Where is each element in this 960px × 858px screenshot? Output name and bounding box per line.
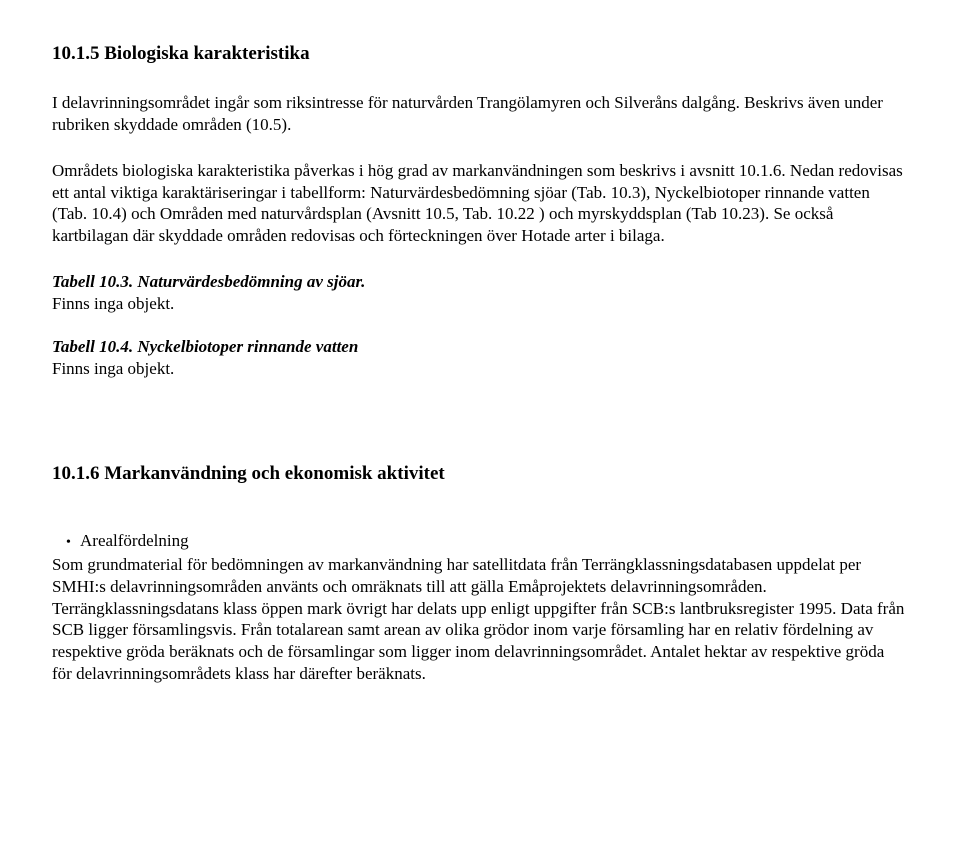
section1-paragraph-2: Områdets biologiska karakteristika påver…: [52, 160, 908, 247]
bullet-arealfordelning: • Arealfördelning: [52, 530, 908, 554]
section-heading-10-1-6: 10.1.6 Markanvändning och ekonomisk akti…: [52, 462, 908, 486]
section-heading-10-1-5: 10.1.5 Biologiska karakteristika: [52, 42, 908, 66]
tabell-10-3-body: Finns inga objekt.: [52, 293, 908, 315]
section2-paragraph: Som grundmaterial för bedömningen av mar…: [52, 554, 908, 685]
bullet-icon: •: [52, 530, 80, 554]
tabell-10-3-block: Tabell 10.3. Naturvärdesbedömning av sjö…: [52, 271, 908, 315]
tabell-10-4-block: Tabell 10.4. Nyckelbiotoper rinnande vat…: [52, 336, 908, 380]
tabell-10-4-title: Tabell 10.4. Nyckelbiotoper rinnande vat…: [52, 336, 908, 358]
tabell-10-3-title: Tabell 10.3. Naturvärdesbedömning av sjö…: [52, 271, 908, 293]
section1-paragraph-1: I delavrinningsområdet ingår som riksint…: [52, 92, 908, 136]
bullet-label: Arealfördelning: [80, 530, 189, 554]
tabell-10-4-body: Finns inga objekt.: [52, 358, 908, 380]
